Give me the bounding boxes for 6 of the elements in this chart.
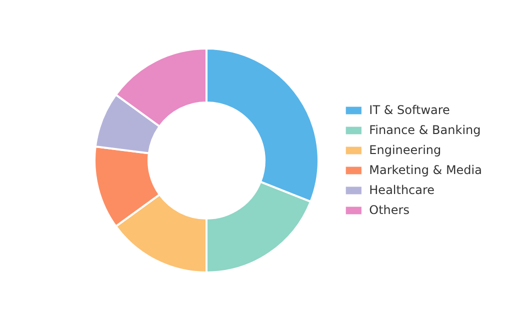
legend-label: IT & Software — [369, 103, 450, 117]
legend-label: Healthcare — [369, 183, 435, 197]
legend-label: Marketing & Media — [369, 163, 482, 177]
legend-label: Others — [369, 203, 410, 217]
legend-label: Finance & Banking — [369, 123, 481, 137]
legend-label: Engineering — [369, 143, 442, 157]
